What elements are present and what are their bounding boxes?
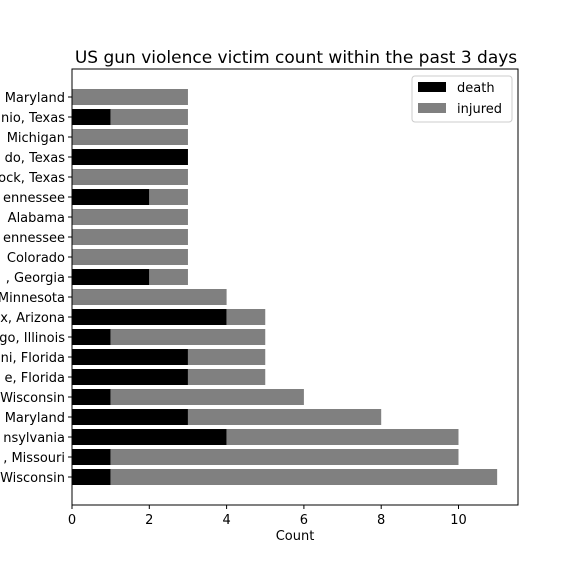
bar-injured-5 xyxy=(187,369,266,385)
bar-injured-10 xyxy=(149,269,188,285)
bars-group xyxy=(72,89,498,485)
y-axis: Wisconsin , Missouri nsylvania Maryland Wisc… xyxy=(0,91,72,486)
bar-death-8 xyxy=(72,309,227,325)
bar-injured-0 xyxy=(110,469,498,485)
bar-injured-18 xyxy=(110,109,188,125)
legend-label-death: death xyxy=(457,81,495,96)
bar-injured-19 xyxy=(72,89,188,105)
y-tick-label-6: ni, Florida xyxy=(1,351,65,366)
bar-injured-15 xyxy=(72,169,188,185)
y-tick-label-0: Wisconsin xyxy=(0,471,65,486)
y-tick-label-9: Minnesota xyxy=(0,291,65,306)
bar-death-0 xyxy=(72,469,111,485)
bar-death-10 xyxy=(72,269,150,285)
legend-label-injured: injured xyxy=(457,102,502,117)
bar-death-14 xyxy=(72,189,150,205)
bar-death-7 xyxy=(72,329,111,345)
y-tick-label-2: nsylvania xyxy=(3,431,65,446)
y-tick-label-16: do, Texas xyxy=(5,151,66,166)
bar-injured-11 xyxy=(72,249,188,265)
bar-death-16 xyxy=(72,149,188,165)
x-tick-label-1: 2 xyxy=(145,513,153,528)
y-tick-label-11: Colorado xyxy=(7,251,65,266)
y-tick-label-15: ock, Texas xyxy=(0,171,65,186)
bar-death-4 xyxy=(72,389,111,405)
y-tick-label-5: e, Florida xyxy=(5,371,65,386)
y-tick-label-7: go, Illinois xyxy=(0,331,65,346)
bar-injured-8 xyxy=(226,309,266,325)
y-tick-label-19: Maryland xyxy=(5,91,65,106)
y-tick-label-3: Maryland xyxy=(5,411,65,426)
bar-injured-9 xyxy=(72,289,227,305)
bar-death-3 xyxy=(72,409,188,425)
x-tick-label-3: 6 xyxy=(300,513,308,528)
y-tick-label-12: ennessee xyxy=(3,231,65,246)
y-tick-label-8: x, Arizona xyxy=(0,311,65,326)
bar-injured-13 xyxy=(72,209,188,225)
y-tick-label-13: Alabama xyxy=(8,211,65,226)
y-tick-label-17: Michigan xyxy=(7,131,65,146)
y-tick-label-1: , Missouri xyxy=(3,451,65,466)
y-tick-label-18: nio, Texas xyxy=(1,111,65,126)
x-axis-label: Count xyxy=(276,529,315,544)
chart-title: US gun violence victim count within the … xyxy=(75,48,517,68)
x-tick-label-4: 8 xyxy=(377,513,385,528)
bar-injured-14 xyxy=(149,189,188,205)
y-tick-label-4: Wisconsin xyxy=(0,391,65,406)
bar-injured-6 xyxy=(187,349,266,365)
y-tick-label-14: ennessee xyxy=(3,191,65,206)
y-tick-label-10: , Georgia xyxy=(6,271,65,286)
bar-injured-17 xyxy=(72,129,188,145)
bar-injured-12 xyxy=(72,229,188,245)
bar-death-6 xyxy=(72,349,188,365)
x-tick-label-0: 0 xyxy=(68,513,76,528)
legend-swatch-death xyxy=(418,82,446,92)
bar-injured-3 xyxy=(187,409,382,425)
bar-death-5 xyxy=(72,369,188,385)
x-tick-label-5: 10 xyxy=(450,513,467,528)
bar-injured-4 xyxy=(110,389,304,405)
bar-death-2 xyxy=(72,429,227,445)
bar-injured-7 xyxy=(110,329,266,345)
bar-injured-2 xyxy=(226,429,459,445)
legend-swatch-injured xyxy=(418,103,446,113)
bar-death-1 xyxy=(72,449,111,465)
x-tick-label-2: 4 xyxy=(222,513,230,528)
x-axis: 0 2 4 6 8 10 xyxy=(68,505,467,528)
bar-injured-1 xyxy=(110,449,459,465)
plot-frame xyxy=(71,68,519,506)
bar-death-18 xyxy=(72,109,111,125)
legend: death injured xyxy=(411,75,513,123)
